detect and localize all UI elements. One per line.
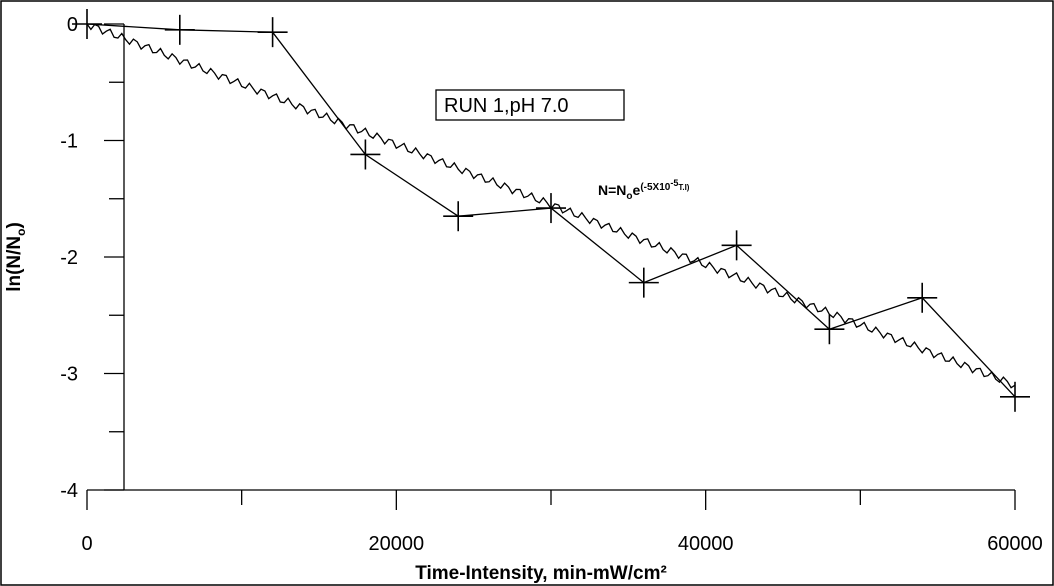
y-tick-label-1: -1: [60, 131, 78, 153]
run-label-border: [435, 89, 625, 121]
y-tick-label-0: 0: [67, 14, 78, 36]
x-tick-label-0: 0: [81, 533, 92, 555]
formula-sub: o: [626, 191, 632, 202]
data-point-marker: [164, 14, 195, 45]
x-axis-title: Time-Intensity, min-mW/cm²: [415, 563, 667, 584]
data-markers: [72, 9, 1030, 412]
data-point-marker: [350, 139, 381, 170]
y-tick-label-2: -2: [60, 247, 78, 269]
y-axis-title-tail: ): [4, 222, 25, 228]
data-point-marker: [628, 267, 659, 298]
data-point-marker: [1000, 381, 1030, 412]
formula-sup-open: (-5X10: [640, 182, 670, 193]
y-axis-title-main: ln(N/N: [4, 236, 25, 292]
formula-e: e: [633, 182, 641, 198]
x-ticks: [86, 490, 1016, 510]
y-ticks: [104, 23, 124, 491]
y-axis-title-sub: o: [14, 229, 28, 236]
y-tick-label-4: -4: [60, 480, 78, 502]
x-tick-label-60000: 60000: [987, 533, 1043, 555]
y-tick-label-3: -3: [60, 364, 78, 386]
fit-formula: N=Noe(-5X10-5T.I): [598, 178, 690, 202]
data-point-marker: [443, 201, 474, 232]
formula-base: N=N: [598, 182, 626, 198]
data-point-marker: [72, 9, 102, 39]
formula-sup-close: T.I): [678, 183, 689, 192]
y-axis-title: ln(N/No): [4, 222, 28, 292]
data-point-marker: [257, 17, 288, 48]
x-tick-labels: 0 20000 40000 60000: [81, 533, 1042, 555]
data-point-marker: [907, 282, 938, 313]
x-tick-label-20000: 20000: [369, 533, 425, 555]
formula-sup-exp: -5: [670, 178, 678, 188]
x-tick-label-40000: 40000: [678, 533, 734, 555]
data-point-marker: [721, 230, 752, 261]
data-point-marker: [536, 193, 566, 224]
y-tick-labels: 0 -1 -2 -3 -4: [60, 14, 78, 502]
data-point-marker: [814, 314, 845, 345]
run-label-box: RUN 1,pH 7.0: [435, 89, 625, 121]
run-label: RUN 1,pH 7.0: [444, 95, 569, 117]
